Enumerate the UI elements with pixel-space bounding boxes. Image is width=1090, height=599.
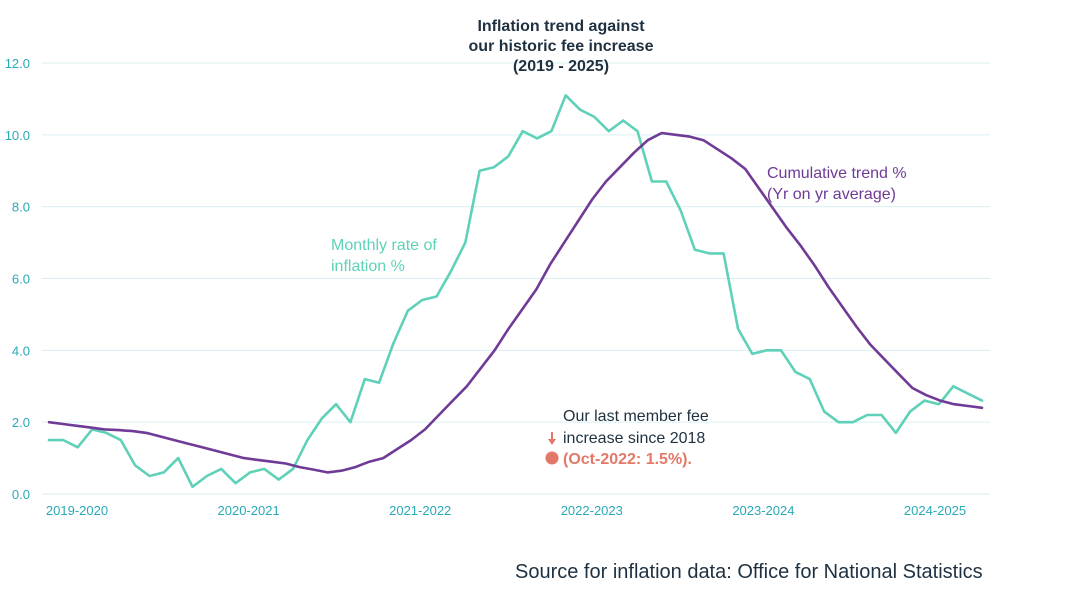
y-tick-label: 12.0 xyxy=(5,56,30,71)
y-tick-label: 2.0 xyxy=(12,415,30,430)
monthly-series-label-line-1: Monthly rate of xyxy=(331,237,437,254)
cumulative-trend-line xyxy=(47,131,984,474)
monthly-inflation-line xyxy=(47,94,984,489)
chart-title-line-3: (2019 - 2025) xyxy=(513,58,609,75)
fee-annotation-line-1: Our last member fee xyxy=(563,408,709,425)
fee-arrow-icon xyxy=(548,432,556,445)
fee-marker xyxy=(545,451,559,465)
y-tick-label: 0.0 xyxy=(12,487,30,502)
x-axis-ticks: 2019-2020 2020-2021 2021-2022 2022-2023 2023… xyxy=(46,503,966,518)
x-tick-label: 2022-2023 xyxy=(561,503,623,518)
y-tick-label: 10.0 xyxy=(5,128,30,143)
inflation-chart: 0.0 2.0 4.0 6.0 8.0 10.0 12.0 2019-2020 2020-20… xyxy=(5,18,990,518)
x-tick-label: 2020-2021 xyxy=(218,503,280,518)
fee-annotation-line-2: increase since 2018 xyxy=(563,430,705,447)
x-tick-label: 2019-2020 xyxy=(46,503,108,518)
y-tick-label: 4.0 xyxy=(12,343,30,358)
y-axis-ticks: 0.0 2.0 4.0 6.0 8.0 10.0 12.0 xyxy=(5,56,30,502)
x-tick-label: 2021-2022 xyxy=(389,503,451,518)
y-tick-label: 8.0 xyxy=(12,200,30,215)
source-note: Source for inflation data: Office for Na… xyxy=(515,561,983,583)
fee-annotation-value: (Oct-2022: 1.5%). xyxy=(563,451,692,468)
monthly-series-label-line-2: inflation % xyxy=(331,258,405,275)
cumulative-series-label-line-1: Cumulative trend % xyxy=(767,165,907,182)
chart-title-line-1: Inflation trend against xyxy=(477,18,645,35)
x-tick-label: 2023-2024 xyxy=(732,503,794,518)
grid-lines xyxy=(42,62,990,495)
series-layer xyxy=(47,94,984,489)
chart-title-line-2: our historic fee increase xyxy=(469,38,654,55)
cumulative-series-label-line-2: (Yr on yr average) xyxy=(767,186,896,203)
x-tick-label: 2024-2025 xyxy=(904,503,966,518)
y-tick-label: 6.0 xyxy=(12,272,30,287)
